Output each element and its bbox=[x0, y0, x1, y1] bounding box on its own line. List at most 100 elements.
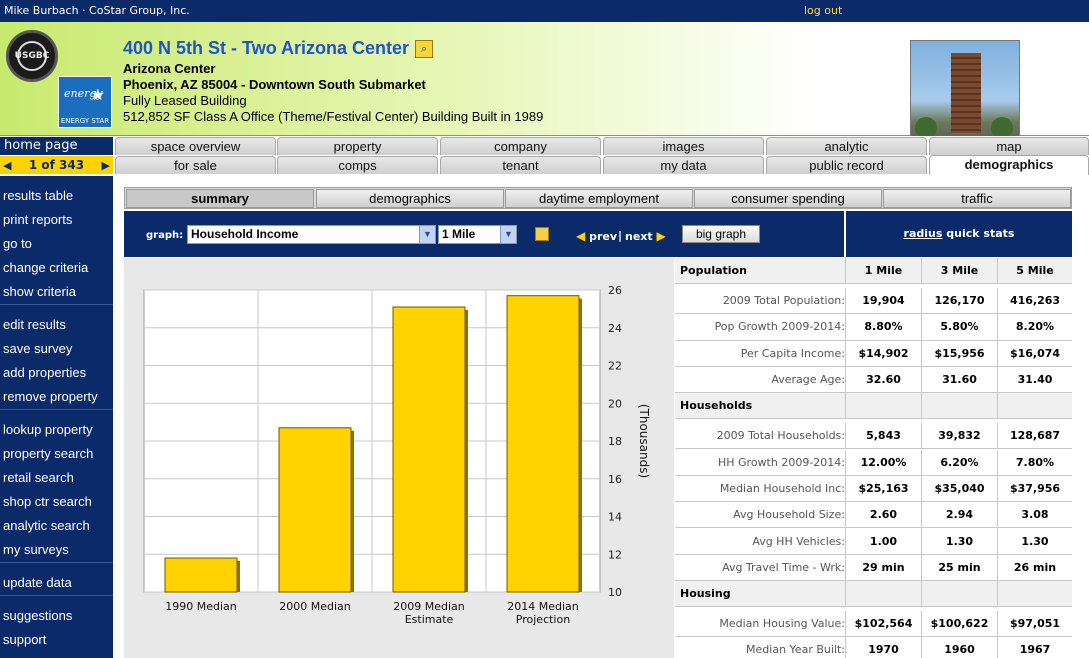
sidebar-item-edit-results[interactable]: edit results bbox=[3, 317, 66, 332]
demographics-subtabs: summary demographics daytime employment con… bbox=[124, 187, 1072, 209]
chevron-down-icon[interactable]: ▼ bbox=[500, 226, 516, 243]
tab-my-data[interactable]: my data bbox=[603, 156, 764, 174]
stat-value: 8.20% bbox=[997, 314, 1072, 340]
tab-space-overview[interactable]: space overview bbox=[115, 137, 276, 155]
sidebar-item-change-criteria[interactable]: change criteria bbox=[3, 260, 89, 275]
magnifier-icon[interactable]: ⌕ bbox=[415, 39, 434, 58]
sidebar-item-go-to[interactable]: go to bbox=[3, 236, 32, 251]
sidebar-divider bbox=[0, 409, 113, 410]
stat-value: 416,263 bbox=[997, 288, 1072, 314]
tab-analytic[interactable]: analytic bbox=[766, 137, 927, 155]
bar-3[interactable] bbox=[392, 306, 466, 593]
income-chart-panel: 10 12 14 16 18 20 22 24 26 1990 Median 2000 Median… bbox=[124, 258, 674, 658]
x-tick-label: Projection bbox=[516, 613, 570, 626]
stat-value: 1.30 bbox=[997, 528, 1072, 554]
chevron-down-icon[interactable]: ▼ bbox=[419, 226, 435, 243]
record-counter-text: 1 of 343 bbox=[28, 158, 85, 172]
arrow-left-icon: ◀ bbox=[576, 229, 586, 243]
sidebar-item-support[interactable]: support bbox=[3, 632, 47, 647]
next-record-icon[interactable]: ▶ bbox=[101, 158, 110, 172]
home-page-tab[interactable]: home page bbox=[0, 137, 113, 155]
tab-demographics[interactable]: demographics bbox=[929, 155, 1089, 175]
sidebar-item-print-reports[interactable]: print reports bbox=[3, 212, 73, 227]
stat-value: $97,051 bbox=[997, 611, 1072, 637]
subtab-consumer-spending[interactable]: consumer spending bbox=[694, 189, 882, 208]
prev-record-icon[interactable]: ◀ bbox=[3, 158, 12, 172]
sidebar-item-save-survey[interactable]: save survey bbox=[3, 341, 73, 356]
stat-value: 3.08 bbox=[997, 502, 1072, 528]
sidebar-item-my-surveys[interactable]: my surveys bbox=[3, 542, 69, 557]
stat-value: $16,074 bbox=[997, 340, 1072, 366]
stat-value: 1.30 bbox=[921, 528, 997, 554]
radius-value: 1 Mile bbox=[442, 227, 476, 241]
tab-for-sale[interactable]: for sale bbox=[115, 156, 276, 174]
column-header bbox=[845, 393, 921, 419]
property-location: Phoenix, AZ 85004 - Downtown South Subma… bbox=[123, 77, 426, 92]
sidebar-item-retail-search[interactable]: retail search bbox=[3, 470, 74, 485]
property-title[interactable]: 400 N 5th St - Two Arizona Center bbox=[123, 38, 410, 58]
y-tick-label: 16 bbox=[608, 473, 622, 486]
stat-value: $15,956 bbox=[921, 340, 997, 366]
sidebar-item-add-properties[interactable]: add properties bbox=[3, 365, 87, 380]
quick-stats-table: Population 1 Mile 3 Mile 5 Mile 2009 Total P… bbox=[675, 258, 1072, 658]
stat-value: 2.94 bbox=[921, 502, 997, 528]
stat-label: Avg Travel Time - Wrk: bbox=[722, 560, 845, 574]
logout-link[interactable]: log out bbox=[804, 4, 843, 17]
tab-company[interactable]: company bbox=[440, 137, 601, 155]
stats-row: 2009 Total Households: 5,843 39,832 128,687 bbox=[675, 423, 1072, 450]
bar-2[interactable] bbox=[278, 427, 352, 593]
subtab-daytime-employment[interactable]: daytime employment bbox=[505, 189, 693, 208]
subtab-summary[interactable]: summary bbox=[126, 189, 314, 208]
radius-select[interactable]: 1 Mile ▼ bbox=[438, 225, 517, 244]
tab-map[interactable]: map bbox=[929, 137, 1089, 155]
printer-icon[interactable] bbox=[535, 227, 549, 241]
stat-label: HH Growth 2009-2014: bbox=[717, 455, 845, 469]
sidebar-item-results-table[interactable]: results table bbox=[3, 188, 74, 203]
sidebar-item-suggestions[interactable]: suggestions bbox=[3, 608, 73, 623]
column-header bbox=[921, 581, 997, 606]
graph-type-value: Household Income bbox=[191, 227, 299, 241]
quick-stats-label: quick stats bbox=[946, 227, 1015, 240]
sidebar-divider bbox=[0, 595, 113, 596]
building-details: 512,852 SF Class A Office (Theme/Festiva… bbox=[123, 109, 544, 124]
tab-property[interactable]: property bbox=[277, 137, 438, 155]
tab-comps[interactable]: comps bbox=[277, 156, 438, 174]
next-graph-link[interactable]: next ▶ bbox=[625, 229, 666, 243]
leed-badge-text: USGBC bbox=[15, 41, 49, 71]
subtab-demographics[interactable]: demographics bbox=[316, 189, 504, 208]
sidebar-item-shop-ctr-search[interactable]: shop ctr search bbox=[3, 494, 92, 509]
stats-row: Pop Growth 2009-2014: 8.80% 5.80% 8.20% bbox=[675, 314, 1072, 341]
stat-value: 32.60 bbox=[845, 366, 921, 393]
stat-label: Avg Household Size: bbox=[733, 508, 845, 522]
stats-row: HH Growth 2009-2014: 12.00% 6.20% 7.80% bbox=[675, 449, 1072, 476]
stat-value: 8.80% bbox=[845, 314, 921, 340]
sidebar-item-show-criteria[interactable]: show criteria bbox=[3, 284, 76, 299]
bar-4[interactable] bbox=[506, 295, 580, 593]
sidebar-item-analytic-search[interactable]: analytic search bbox=[3, 518, 90, 533]
bar-1[interactable] bbox=[164, 557, 238, 593]
leed-certified-badge-icon: USGBC bbox=[6, 30, 58, 82]
y-tick-label: 26 bbox=[608, 284, 622, 297]
user-info: Mike Burbach · CoStar Group, Inc. bbox=[4, 4, 190, 17]
property-header: USGBC energy ★ ENERGY STAR 400 N 5th St … bbox=[0, 22, 1089, 150]
x-tick-label: 2000 Median bbox=[279, 600, 351, 613]
tab-public-record[interactable]: public record bbox=[766, 156, 927, 174]
stat-label: Per Capita Income: bbox=[740, 346, 845, 360]
radius-link[interactable]: radius bbox=[903, 227, 943, 240]
stat-value: 39,832 bbox=[921, 423, 997, 449]
sidebar-item-lookup-property[interactable]: lookup property bbox=[3, 422, 93, 437]
sidebar-item-remove-property[interactable]: remove property bbox=[3, 389, 98, 404]
subtab-traffic[interactable]: traffic bbox=[883, 189, 1071, 208]
big-graph-button[interactable]: big graph bbox=[682, 225, 760, 243]
stat-label: 2009 Total Population: bbox=[722, 294, 845, 308]
property-photo[interactable] bbox=[910, 40, 1020, 150]
graph-type-select[interactable]: Household Income ▼ bbox=[187, 225, 436, 244]
sidebar-item-update-data[interactable]: update data bbox=[3, 575, 72, 590]
tab-images[interactable]: images bbox=[603, 137, 764, 155]
sidebar-item-property-search[interactable]: property search bbox=[3, 446, 94, 461]
column-header bbox=[997, 581, 1072, 606]
tab-tenant[interactable]: tenant bbox=[440, 156, 601, 174]
household-income-bar-chart: 10 12 14 16 18 20 22 24 26 1990 Median 2000 Median… bbox=[143, 284, 651, 626]
prev-graph-link[interactable]: ◀ prev bbox=[576, 229, 618, 243]
